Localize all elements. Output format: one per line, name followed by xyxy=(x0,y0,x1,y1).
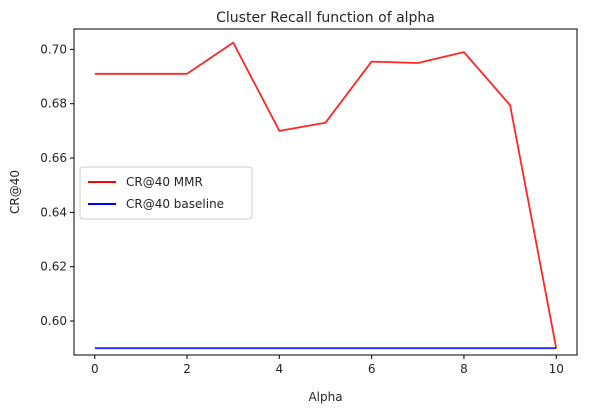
y-tick-label: 0.62 xyxy=(40,260,67,274)
x-tick-label: 2 xyxy=(183,362,191,376)
y-tick-label: 0.70 xyxy=(40,42,67,56)
x-tick-label: 4 xyxy=(276,362,284,376)
legend-label: CR@40 MMR xyxy=(126,175,203,189)
y-axis-label: CR@40 xyxy=(8,170,22,214)
x-axis-ticks: 0 2 4 6 8 10 xyxy=(91,355,564,376)
series-line-0 xyxy=(94,41,558,349)
y-tick-label: 0.68 xyxy=(40,97,67,111)
legend-label: CR@40 baseline xyxy=(126,197,224,211)
y-tick-label: 0.60 xyxy=(40,314,67,328)
y-axis-ticks: 0.60 0.62 0.64 0.66 0.68 0.70 xyxy=(40,42,74,328)
x-tick-label: 8 xyxy=(460,362,468,376)
plot-area xyxy=(94,41,558,350)
plot-frame xyxy=(73,28,578,356)
x-tick-label: 0 xyxy=(91,362,99,376)
legend: CR@40 MMR CR@40 baseline xyxy=(79,166,253,220)
x-tick-label: 6 xyxy=(368,362,376,376)
y-tick-label: 0.66 xyxy=(40,151,67,165)
chart-title: Cluster Recall function of alpha xyxy=(216,10,435,26)
x-tick-label: 10 xyxy=(549,362,564,376)
legend-box xyxy=(79,166,253,220)
y-tick-label: 0.64 xyxy=(40,205,67,219)
x-axis-label: Alpha xyxy=(308,390,342,404)
